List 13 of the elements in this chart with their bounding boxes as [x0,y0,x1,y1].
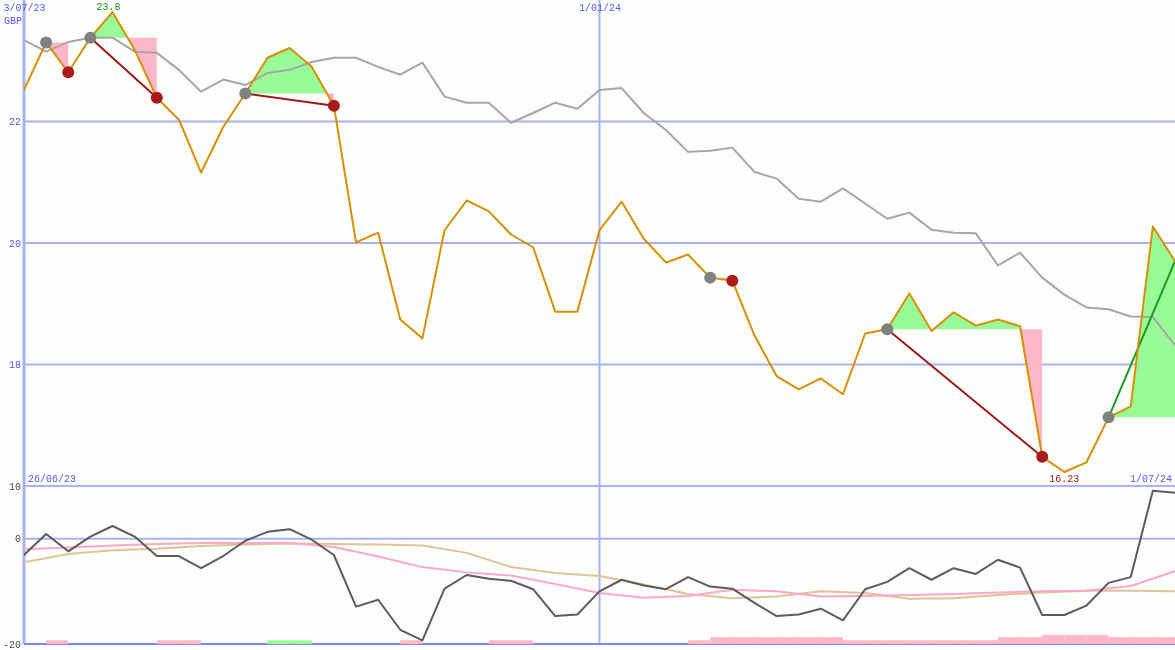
y-axis-title: GBP [4,16,23,27]
annotation: 16.23 [1049,474,1080,485]
y-tick-label: 0 [14,534,21,546]
x-tick-label: 3/07/23 [3,3,46,14]
annotation: 23.8 [96,2,121,13]
annotation: 1/07/24 [1129,474,1172,485]
y-tick-label: 20 [8,238,21,250]
y-tick-label: 22 [8,117,21,129]
y-tick-label: -20 [2,639,21,650]
y-tick-label: 18 [8,360,21,372]
y-tick-label: 10 [8,481,21,493]
x-tick-label: 1/01/24 [578,3,622,14]
annotation: 26/06/23 [28,474,77,485]
